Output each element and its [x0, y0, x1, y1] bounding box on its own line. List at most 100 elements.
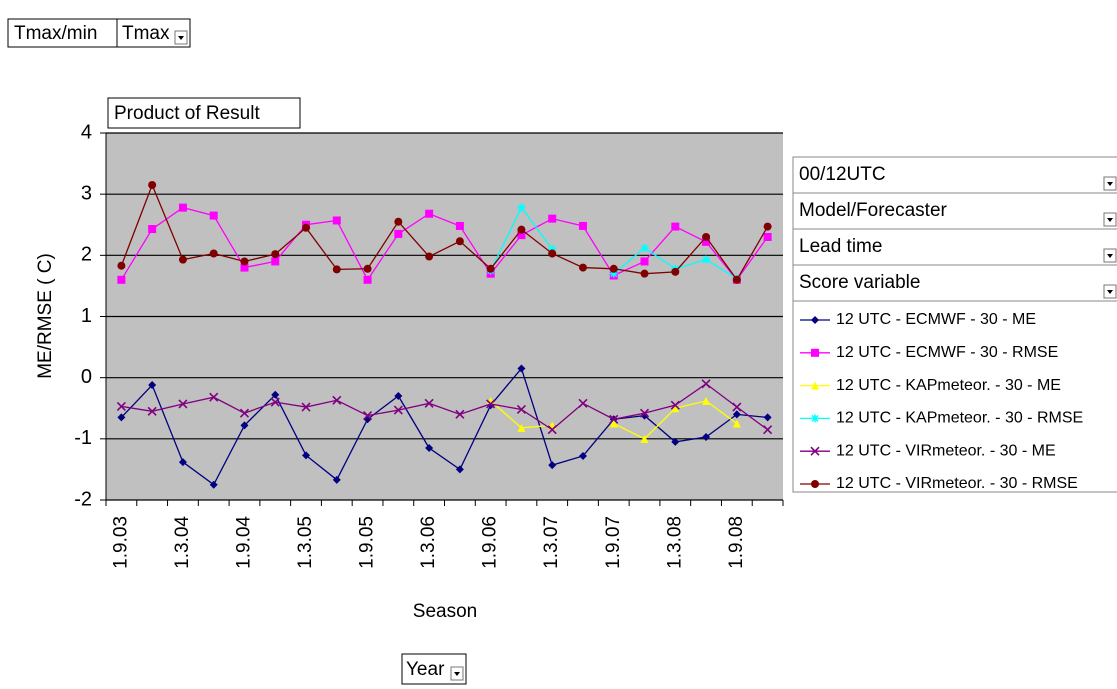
x-tick-label: 1.3.07 — [541, 516, 562, 569]
page-value-label: Tmax — [122, 23, 170, 44]
data-point — [455, 221, 464, 230]
data-point — [455, 409, 465, 419]
data-point — [486, 264, 495, 273]
series-field-button[interactable] — [792, 156, 1117, 194]
data-point — [763, 222, 772, 231]
data-point — [332, 395, 342, 405]
data-point — [609, 414, 619, 424]
y-tick-label: -2 — [74, 488, 92, 510]
data-point — [363, 264, 372, 273]
data-point — [671, 222, 680, 231]
data-point — [732, 419, 741, 428]
data-point — [517, 231, 526, 240]
data-point — [548, 214, 557, 223]
series-line — [120, 367, 768, 486]
data-point — [301, 402, 311, 412]
data-point — [209, 211, 218, 220]
data-point — [640, 434, 649, 443]
data-point — [548, 249, 557, 258]
row-field-label: Year — [406, 659, 445, 680]
data-point — [763, 232, 772, 241]
page-field-button[interactable] — [7, 18, 118, 48]
legend-label: 12 UTC - VIRmeteor. - 30 - RMSE — [836, 475, 1078, 492]
data-point — [332, 265, 341, 274]
x-tick-label: 1.9.04 — [233, 516, 254, 569]
data-point — [702, 237, 711, 246]
data-point — [363, 275, 372, 284]
data-point — [178, 399, 188, 409]
data-point — [117, 275, 126, 284]
data-field-button[interactable] — [107, 97, 301, 129]
data-point — [732, 402, 742, 412]
data-point — [116, 401, 126, 411]
x-tick-label: 1.9.06 — [480, 516, 501, 569]
legend-marker — [811, 348, 819, 357]
data-point — [609, 419, 618, 428]
data-point — [148, 225, 157, 234]
data-point — [640, 243, 649, 252]
y-tick-label: 0 — [81, 366, 92, 388]
dropdown-arrow-icon — [1107, 182, 1113, 186]
data-point — [671, 267, 680, 276]
x-tick-label: 1.9.07 — [603, 516, 624, 569]
data-point — [302, 451, 311, 460]
data-point — [302, 223, 311, 232]
dropdown-arrow-icon — [1107, 290, 1113, 294]
data-point — [240, 263, 249, 272]
data-point — [702, 255, 711, 264]
data-point — [209, 249, 218, 258]
data-point — [178, 255, 187, 264]
x-tick-label: 1.3.06 — [418, 516, 439, 569]
data-point — [609, 269, 618, 278]
data-point — [763, 413, 772, 422]
data-point — [702, 396, 711, 405]
data-point — [763, 425, 773, 435]
y-tick-label: 2 — [81, 244, 92, 266]
data-point — [425, 252, 434, 261]
data-point — [271, 250, 280, 259]
series-field-label: Score variable — [799, 272, 920, 293]
data-point — [394, 392, 403, 401]
data-point — [548, 245, 557, 254]
data-point — [486, 399, 496, 409]
data-point — [701, 379, 711, 389]
dropdown-arrow-icon — [1107, 218, 1113, 222]
data-point — [209, 480, 218, 489]
data-point — [271, 257, 280, 266]
legend-label: 12 UTC - ECMWF - 30 - ME — [836, 311, 1036, 328]
data-point — [147, 406, 157, 416]
series-field-label: Lead time — [799, 236, 882, 257]
series-field-button[interactable] — [792, 228, 1117, 266]
series-field-button[interactable] — [792, 192, 1117, 230]
dropdown-arrow-icon — [178, 36, 184, 40]
data-point — [117, 413, 126, 422]
data-point — [178, 458, 187, 467]
data-point — [394, 217, 403, 226]
data-point — [640, 257, 649, 266]
data-point — [517, 203, 526, 212]
y-tick-label: 1 — [81, 305, 92, 327]
data-point — [394, 229, 403, 238]
data-point — [609, 264, 618, 273]
series-field-button[interactable] — [792, 264, 1117, 302]
data-point — [702, 432, 711, 441]
x-tick-label: 1.9.08 — [726, 516, 747, 569]
legend-label: 12 UTC - KAPmeteor. - 30 - ME — [836, 377, 1061, 394]
series-line — [121, 382, 768, 431]
data-point — [178, 203, 187, 212]
legend-marker — [810, 446, 820, 456]
data-point — [455, 237, 464, 246]
data-point — [639, 408, 650, 418]
data-point — [671, 437, 680, 446]
legend-marker — [811, 381, 819, 390]
data-point — [732, 275, 741, 284]
data-point — [424, 398, 434, 408]
data-point — [240, 257, 249, 266]
data-point — [148, 180, 157, 189]
series-field-label: Model/Forecaster — [799, 200, 948, 221]
data-point — [578, 221, 587, 230]
data-point — [578, 263, 587, 272]
data-point — [517, 225, 526, 234]
